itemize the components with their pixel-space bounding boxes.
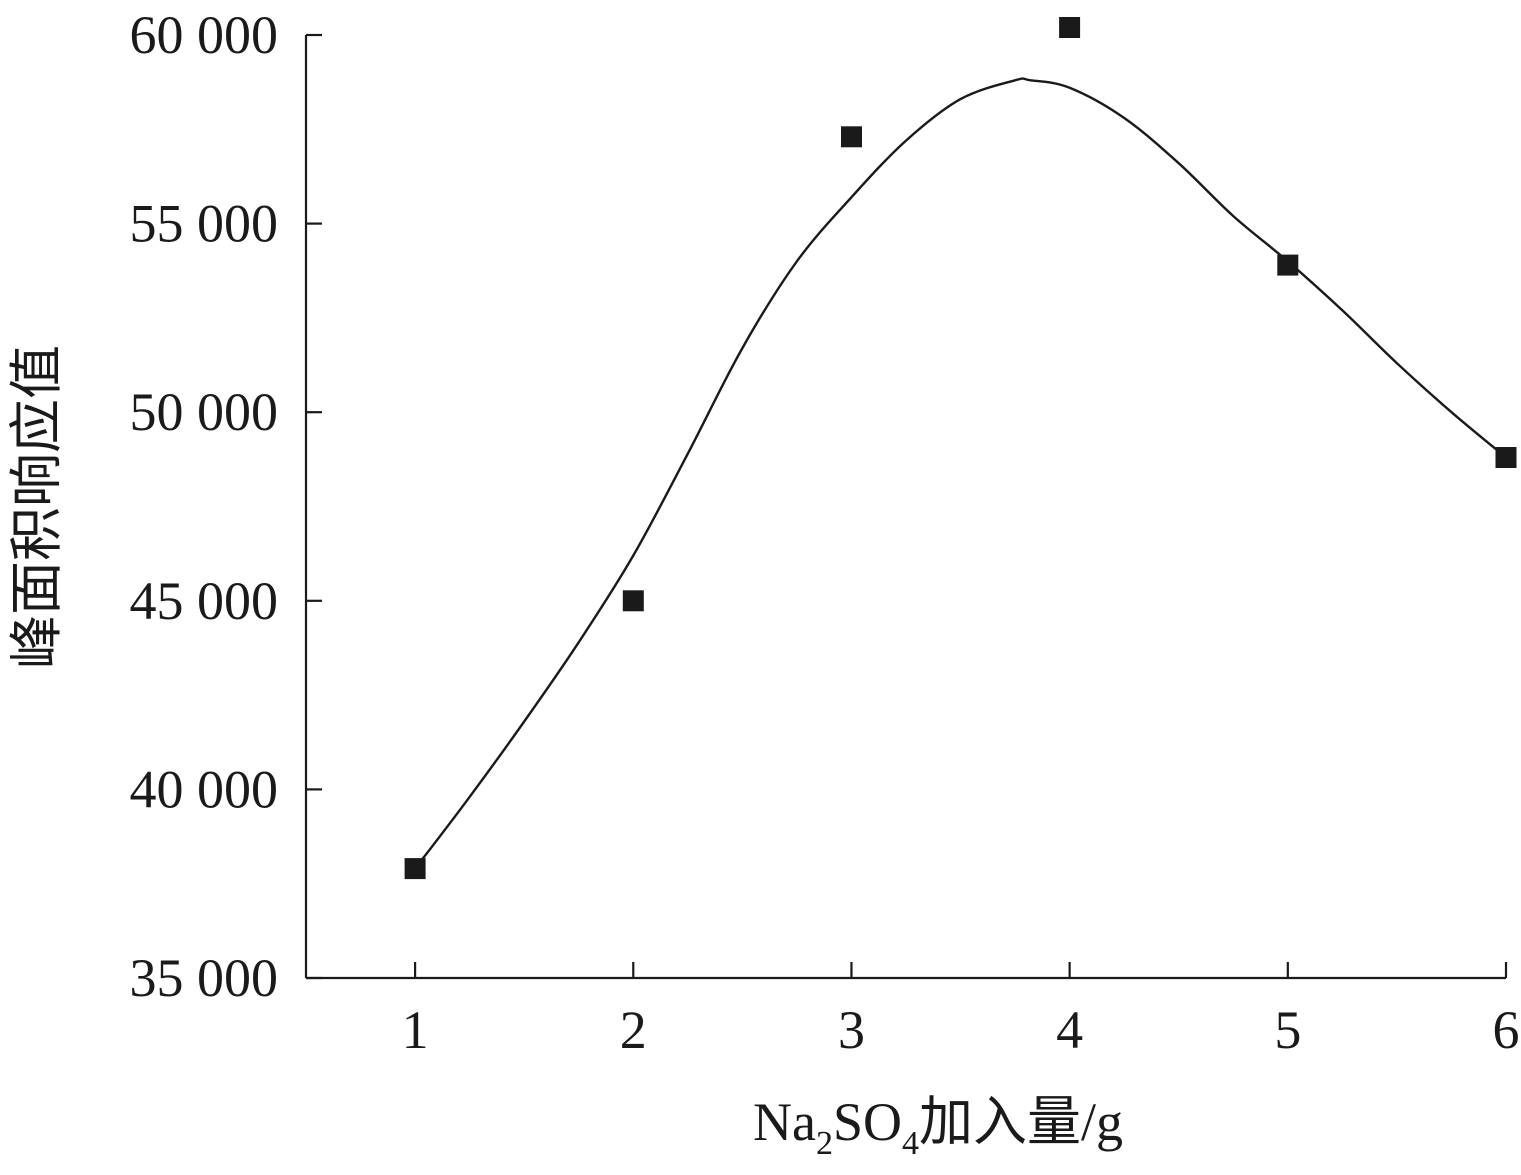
x-tick-label: 1 [402,1000,429,1060]
data-markers [404,17,1517,880]
data-point [841,126,862,148]
fit-curve [414,77,1507,870]
x-axis-title-sub2: 4 [902,1125,919,1162]
x-axis-title-prefix: Na [753,1092,816,1152]
x-axis-title-mid: SO [833,1092,902,1152]
y-tick-label: 35 000 [130,948,279,1008]
y-axis-title: 峰面积响应值 [7,345,67,669]
x-ticks: 1 2 3 4 5 6 [402,962,1520,1060]
x-tick-label: 6 [1493,1000,1520,1060]
x-tick-label: 5 [1274,1000,1301,1060]
data-point [1059,17,1081,38]
axes [304,35,1506,980]
x-axis-title: Na2SO4加入量/g [753,1092,1123,1162]
x-tick-label: 2 [620,1000,647,1060]
x-axis-title-suffix: 加入量/g [919,1092,1123,1152]
data-point [1495,447,1517,468]
x-tick-label: 4 [1056,1000,1083,1060]
y-tick-label: 50 000 [130,382,279,442]
data-point [404,858,426,880]
data-point [622,590,644,612]
x-axis-title-sub1: 2 [816,1125,833,1162]
x-tick-label: 3 [838,1000,865,1060]
y-ticks: 35 000 40 000 45 000 50 000 55 000 60 000 [130,5,322,1008]
data-point [1277,254,1299,276]
y-tick-label: 60 000 [130,5,279,65]
y-tick-label: 45 000 [130,571,279,631]
y-tick-label: 40 000 [130,759,279,819]
y-tick-label: 55 000 [130,194,279,254]
